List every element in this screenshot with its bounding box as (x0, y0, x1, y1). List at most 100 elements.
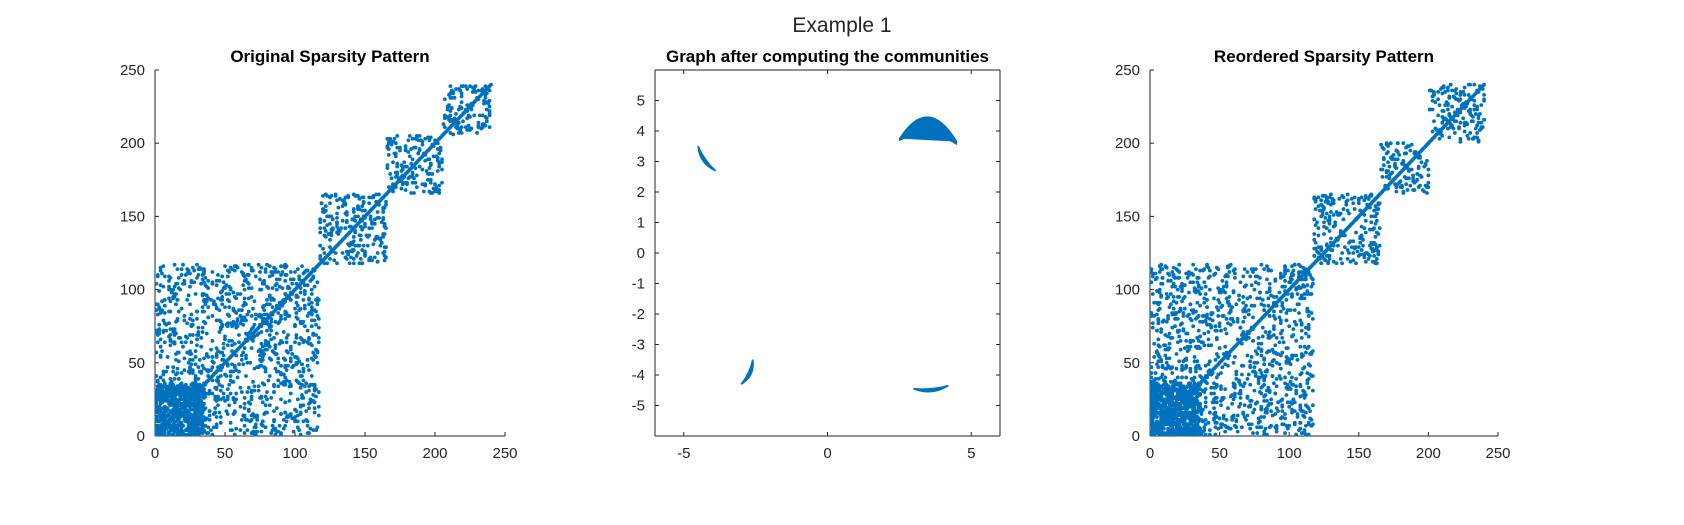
nonzero-point (200, 403, 205, 408)
nonzero-point (284, 368, 289, 373)
nonzero-point (448, 113, 453, 118)
nonzero-point (252, 322, 257, 327)
nonzero-point (1181, 327, 1186, 332)
nonzero-point (262, 352, 267, 356)
nonzero-point (1155, 420, 1159, 425)
nonzero-point (399, 179, 404, 184)
nonzero-point (274, 369, 279, 374)
nonzero-point (269, 297, 274, 302)
nonzero-point (1164, 412, 1169, 416)
nonzero-point (214, 306, 219, 311)
nonzero-point (1191, 388, 1196, 393)
nonzero-point (1150, 292, 1155, 296)
nonzero-point (213, 394, 218, 399)
y-tick-label: 100 (1115, 282, 1140, 299)
nonzero-point (406, 150, 411, 154)
nonzero-point (203, 406, 208, 411)
nonzero-point (225, 412, 230, 416)
nonzero-point (1313, 246, 1318, 251)
nonzero-point (241, 318, 246, 323)
nonzero-point (1294, 280, 1299, 285)
nonzero-point (217, 318, 222, 323)
nonzero-point (167, 432, 171, 437)
nonzero-point (1237, 297, 1241, 302)
nonzero-point (1177, 420, 1182, 425)
nonzero-point (295, 413, 300, 418)
nonzero-point (227, 292, 232, 296)
nonzero-point (1306, 420, 1311, 425)
nonzero-point (437, 164, 442, 169)
nonzero-point (1270, 347, 1275, 352)
nonzero-point (168, 377, 173, 381)
nonzero-point (244, 318, 248, 323)
nonzero-point (176, 336, 181, 340)
nonzero-point (202, 356, 206, 361)
nonzero-point (223, 264, 227, 269)
nonzero-point (302, 384, 307, 389)
nonzero-point (1163, 400, 1168, 405)
nonzero-point (1182, 401, 1187, 406)
nonzero-point (1178, 322, 1183, 327)
nonzero-point (288, 391, 293, 396)
nonzero-point (459, 91, 464, 96)
nonzero-point (1184, 338, 1189, 343)
nonzero-point (308, 400, 313, 405)
nonzero-point (1242, 415, 1247, 419)
nonzero-point (1294, 384, 1299, 389)
nonzero-point (1322, 194, 1326, 198)
nonzero-point (377, 202, 381, 207)
nonzero-point (200, 423, 205, 428)
nonzero-point (193, 377, 198, 381)
nonzero-point (1217, 287, 1222, 292)
nonzero-point (232, 341, 237, 346)
nonzero-point (1277, 362, 1282, 367)
nonzero-point (412, 191, 416, 195)
nonzero-point (407, 154, 412, 159)
nonzero-point (1153, 412, 1158, 416)
nonzero-point (171, 432, 176, 437)
nonzero-point (1149, 401, 1154, 406)
nonzero-point (1347, 211, 1351, 216)
nonzero-point (1194, 369, 1198, 374)
nonzero-point (228, 374, 233, 378)
nonzero-point (259, 359, 264, 364)
nonzero-point (160, 416, 164, 421)
nonzero-point (1299, 371, 1304, 375)
nonzero-point (1281, 274, 1286, 279)
nonzero-point (1329, 236, 1333, 241)
nonzero-point (217, 278, 222, 283)
nonzero-point (381, 210, 386, 214)
nonzero-point (167, 393, 171, 397)
nonzero-point (370, 258, 374, 263)
nonzero-point (382, 249, 387, 254)
nonzero-point (1246, 422, 1251, 427)
nonzero-point (1156, 431, 1161, 435)
nonzero-point (311, 274, 316, 279)
nonzero-point (335, 215, 339, 220)
nonzero-point (1221, 416, 1226, 421)
nonzero-point (217, 397, 222, 402)
nonzero-point (1363, 259, 1368, 264)
nonzero-point (1166, 429, 1170, 434)
nonzero-point (1178, 388, 1183, 393)
nonzero-point (347, 243, 352, 248)
y-tick-label: 0 (637, 245, 645, 262)
nonzero-point (372, 237, 377, 242)
nonzero-point (1298, 394, 1303, 399)
nonzero-point (220, 295, 225, 299)
nonzero-point (1349, 196, 1354, 201)
nonzero-point (269, 316, 274, 321)
nonzero-point (291, 429, 296, 434)
panel-title: Graph after computing the communities (666, 47, 989, 66)
nonzero-point (487, 112, 492, 116)
nonzero-point (214, 422, 219, 427)
nonzero-point (311, 333, 316, 337)
nonzero-point (1283, 289, 1287, 293)
nonzero-point (1365, 202, 1370, 207)
nonzero-point (259, 396, 264, 400)
nonzero-point (167, 278, 171, 283)
nonzero-point (375, 259, 380, 264)
nonzero-point (237, 340, 241, 345)
nonzero-point (160, 425, 164, 430)
nonzero-point (249, 268, 254, 273)
